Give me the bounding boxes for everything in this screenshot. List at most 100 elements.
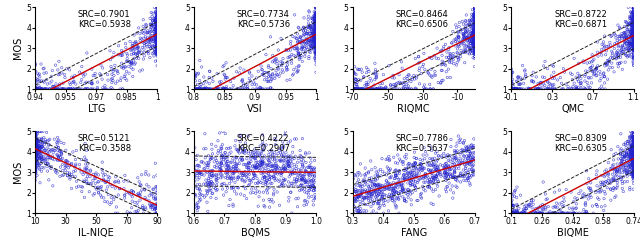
Point — [628, 41, 639, 45]
Point — [271, 154, 281, 158]
Point — [152, 51, 162, 55]
Point — [30, 145, 40, 149]
Point — [30, 138, 40, 142]
Point — [625, 164, 635, 168]
Point — [30, 166, 40, 170]
Point — [152, 28, 163, 32]
Point — [212, 187, 222, 191]
Point — [248, 80, 259, 84]
Point — [600, 184, 610, 187]
Point — [31, 161, 41, 165]
Point — [152, 16, 162, 20]
Point — [405, 184, 415, 187]
Point — [423, 71, 433, 75]
Point — [467, 168, 477, 172]
Point — [506, 203, 516, 207]
Point — [30, 87, 40, 91]
Point — [509, 211, 519, 215]
Point — [269, 168, 280, 172]
Point — [461, 19, 471, 23]
Point — [286, 190, 296, 194]
Point — [628, 155, 638, 159]
Point — [628, 141, 639, 145]
Point — [132, 53, 143, 57]
Point — [300, 41, 310, 45]
Point — [275, 203, 285, 207]
Point — [617, 155, 627, 159]
Point — [615, 26, 625, 30]
Point — [248, 156, 259, 159]
Point — [628, 157, 639, 160]
Point — [572, 202, 582, 206]
Point — [38, 130, 48, 134]
Point — [244, 71, 255, 75]
Point — [152, 211, 162, 215]
Point — [30, 144, 40, 147]
Point — [233, 148, 243, 152]
Point — [440, 172, 451, 176]
Point — [106, 196, 116, 200]
Point — [34, 146, 44, 149]
Point — [32, 138, 42, 142]
Point — [152, 18, 163, 22]
Point — [129, 52, 139, 56]
Point — [152, 32, 163, 36]
Point — [152, 24, 163, 28]
Point — [625, 40, 635, 44]
Point — [603, 160, 613, 164]
Point — [32, 132, 42, 136]
Point — [152, 53, 163, 57]
Point — [360, 196, 370, 199]
Point — [444, 67, 454, 71]
Point — [470, 19, 480, 23]
Point — [429, 168, 439, 172]
Point — [152, 6, 162, 10]
Point — [218, 156, 228, 160]
Point — [356, 195, 367, 199]
Point — [250, 82, 260, 86]
Point — [33, 87, 43, 91]
Point — [30, 148, 40, 152]
Point — [621, 172, 632, 175]
Point — [469, 22, 479, 26]
Point — [628, 153, 639, 157]
Point — [261, 170, 271, 174]
Point — [274, 74, 284, 78]
Point — [627, 30, 637, 34]
Point — [365, 76, 375, 80]
Point — [259, 162, 269, 166]
Point — [311, 45, 321, 49]
Point — [606, 178, 616, 182]
Point — [30, 153, 40, 157]
Point — [152, 37, 163, 41]
Point — [35, 145, 45, 148]
Point — [221, 147, 232, 150]
Point — [542, 87, 552, 91]
Point — [611, 187, 621, 191]
Point — [526, 199, 536, 203]
Point — [451, 162, 461, 166]
Point — [311, 18, 321, 22]
Point — [59, 141, 69, 145]
Point — [305, 26, 315, 30]
Point — [627, 29, 637, 33]
Point — [460, 33, 470, 37]
Point — [461, 149, 472, 153]
Point — [628, 46, 639, 49]
Point — [152, 48, 163, 52]
Point — [470, 30, 480, 34]
Point — [628, 25, 639, 29]
Point — [415, 158, 425, 161]
Point — [625, 172, 636, 176]
Point — [584, 186, 594, 190]
Point — [237, 149, 248, 153]
Point — [143, 50, 153, 54]
Point — [311, 37, 321, 41]
Point — [470, 20, 480, 24]
Point — [405, 192, 415, 196]
Point — [152, 33, 162, 37]
Point — [628, 160, 639, 164]
Point — [63, 87, 73, 91]
Point — [152, 37, 162, 41]
Point — [552, 211, 562, 215]
